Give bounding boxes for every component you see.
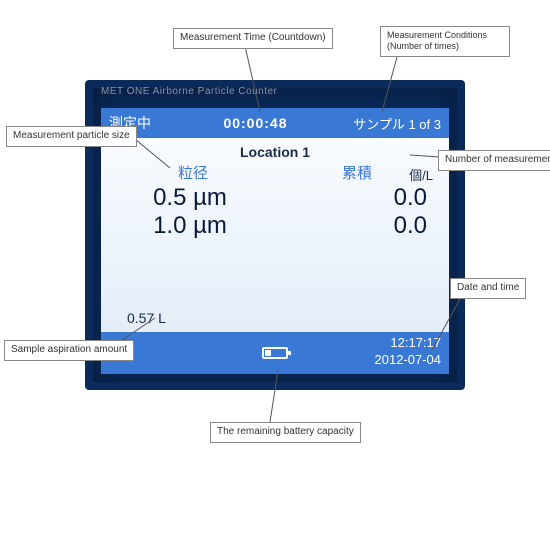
- aspiration-value: 0.57 L: [127, 310, 166, 326]
- callout-number-measurements: Number of measurements: [438, 150, 550, 171]
- device-frame: MET ONE Airborne Particle Counter 測定中 00…: [85, 80, 465, 390]
- device-screen: 測定中 00:00:48 サンプル 1 of 3 Location 1 粒径 累…: [101, 108, 449, 374]
- column-header-size: 粒径: [111, 162, 275, 183]
- footer-time: 12:17:17: [375, 335, 442, 352]
- callout-measurement-time: Measurement Time (Countdown): [173, 28, 333, 49]
- device-brand-label: MET ONE Airborne Particle Counter: [101, 86, 449, 97]
- callout-battery: The remaining battery capacity: [210, 422, 361, 443]
- column-header-cumulative: 累積: [275, 162, 439, 183]
- data-row: 1.0 µm 0.0: [111, 212, 439, 240]
- particle-size-value: 0.5 µm: [111, 184, 269, 212]
- particle-size-value: 1.0 µm: [111, 212, 269, 240]
- header-bar: 測定中 00:00:48 サンプル 1 of 3: [101, 108, 449, 138]
- particle-count-value: 0.0: [269, 184, 439, 212]
- footer-bar: 12:17:17 2012-07-04: [101, 332, 449, 374]
- location-label: Location 1: [111, 144, 439, 160]
- header-countdown: 00:00:48: [207, 115, 305, 131]
- battery-icon: [262, 347, 288, 359]
- header-sample: サンプル 1 of 3: [304, 114, 441, 133]
- callout-aspiration: Sample aspiration amount: [4, 340, 134, 361]
- screen-body: Location 1 粒径 累積 個/L 0.5 µm 0.0 1.0 µm 0…: [101, 138, 449, 332]
- callout-measurement-conditions: Measurement Conditions (Number of times): [380, 26, 510, 57]
- data-row: 0.5 µm 0.0: [111, 184, 439, 212]
- callout-date-time: Date and time: [450, 278, 526, 299]
- footer-date: 2012-07-04: [375, 352, 442, 369]
- callout-particle-size: Measurement particle size: [6, 126, 137, 147]
- battery-fill: [265, 350, 271, 356]
- particle-count-value: 0.0: [269, 212, 439, 240]
